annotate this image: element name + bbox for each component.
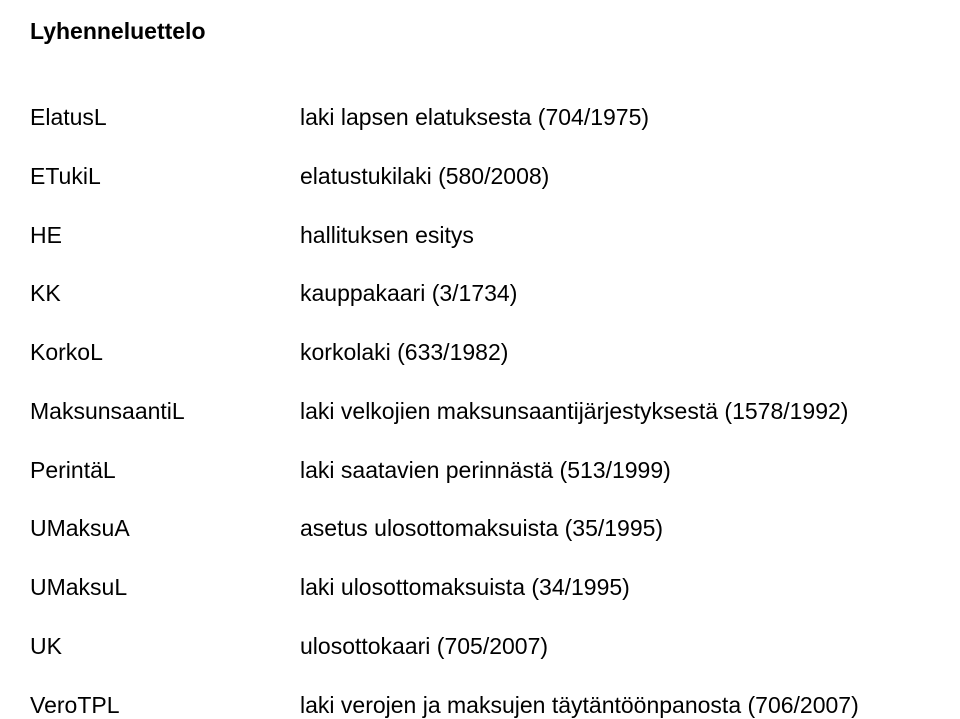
- abbreviation-definition: laki lapsen elatuksesta (704/1975): [300, 103, 930, 132]
- abbreviation-term: UK: [30, 632, 300, 661]
- list-item: VeroTPL laki verojen ja maksujen täytänt…: [30, 691, 930, 719]
- abbreviation-term: KK: [30, 279, 300, 308]
- abbreviation-definition: asetus ulosottomaksuista (35/1995): [300, 514, 930, 543]
- abbreviation-definition: laki ulosottomaksuista (34/1995): [300, 573, 930, 602]
- list-item: UK ulosottokaari (705/2007): [30, 632, 930, 661]
- abbreviation-term: HE: [30, 221, 300, 250]
- list-item: HE hallituksen esitys: [30, 221, 930, 250]
- abbreviation-definition: kauppakaari (3/1734): [300, 279, 930, 308]
- page-title: Lyhenneluettelo: [30, 18, 930, 45]
- list-item: MaksunsaantiL laki velkojien maksunsaant…: [30, 397, 930, 426]
- list-item: UMaksuL laki ulosottomaksuista (34/1995): [30, 573, 930, 602]
- abbreviation-term: MaksunsaantiL: [30, 397, 300, 426]
- abbreviation-definition: laki saatavien perinnästä (513/1999): [300, 456, 930, 485]
- list-item: PerintäL laki saatavien perinnästä (513/…: [30, 456, 930, 485]
- list-item: ETukiL elatustukilaki (580/2008): [30, 162, 930, 191]
- abbreviation-definition: korkolaki (633/1982): [300, 338, 930, 367]
- abbreviation-term: ElatusL: [30, 103, 300, 132]
- abbreviation-term: ETukiL: [30, 162, 300, 191]
- list-item: ElatusL laki lapsen elatuksesta (704/197…: [30, 103, 930, 132]
- list-item: UMaksuA asetus ulosottomaksuista (35/199…: [30, 514, 930, 543]
- abbreviation-term: KorkoL: [30, 338, 300, 367]
- abbreviation-definition: hallituksen esitys: [300, 221, 930, 250]
- abbreviation-term: PerintäL: [30, 456, 300, 485]
- abbreviation-term: VeroTPL: [30, 691, 300, 719]
- abbreviation-term: UMaksuA: [30, 514, 300, 543]
- list-item: KorkoL korkolaki (633/1982): [30, 338, 930, 367]
- list-item: KK kauppakaari (3/1734): [30, 279, 930, 308]
- abbreviation-definition: ulosottokaari (705/2007): [300, 632, 930, 661]
- page: Lyhenneluettelo ElatusL laki lapsen elat…: [0, 0, 960, 698]
- abbreviation-definition: laki velkojien maksunsaantijärjestyksest…: [300, 397, 930, 426]
- abbreviation-list: ElatusL laki lapsen elatuksesta (704/197…: [30, 103, 930, 719]
- abbreviation-definition: laki verojen ja maksujen täytäntöönpanos…: [300, 691, 930, 719]
- abbreviation-definition: elatustukilaki (580/2008): [300, 162, 930, 191]
- abbreviation-term: UMaksuL: [30, 573, 300, 602]
